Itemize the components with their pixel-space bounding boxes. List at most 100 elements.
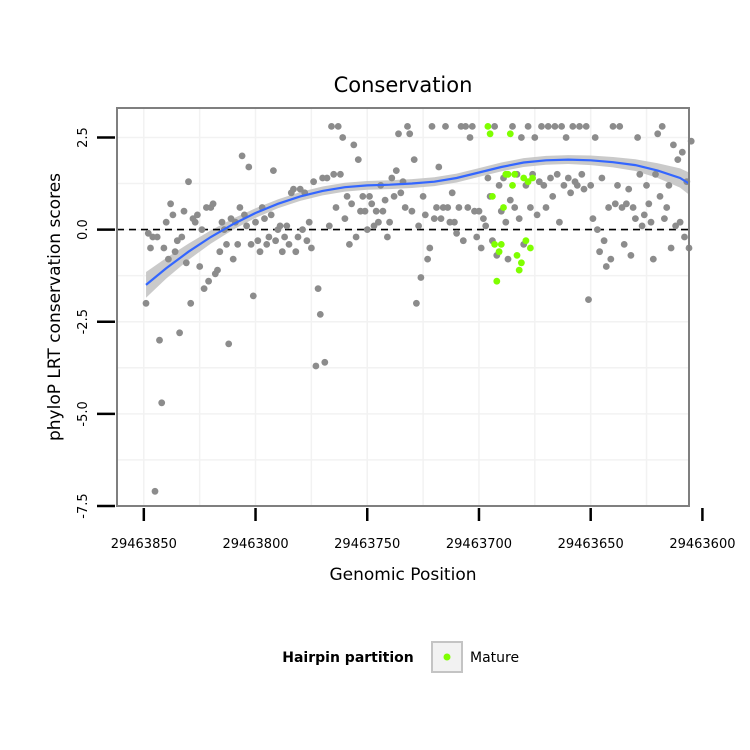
other-point bbox=[142, 299, 150, 307]
other-point bbox=[249, 292, 257, 300]
other-point bbox=[276, 222, 284, 230]
other-point bbox=[661, 215, 668, 223]
other-point bbox=[616, 123, 624, 130]
other-point bbox=[397, 189, 405, 197]
other-point bbox=[325, 222, 333, 230]
chart-title: Conservation bbox=[334, 73, 473, 97]
other-point bbox=[658, 123, 666, 130]
other-point bbox=[285, 241, 293, 248]
x-tick-label: 29463850 bbox=[111, 537, 177, 552]
other-point bbox=[556, 218, 563, 226]
x-tick-label: 29463750 bbox=[334, 537, 400, 552]
other-point bbox=[196, 263, 204, 270]
legend-label-mature: Mature bbox=[470, 650, 519, 666]
other-point bbox=[442, 123, 449, 130]
other-point bbox=[638, 222, 646, 230]
y-tick-label: 0.0 bbox=[76, 219, 91, 240]
other-point bbox=[321, 358, 329, 366]
other-point bbox=[663, 204, 671, 211]
other-point bbox=[169, 211, 177, 219]
other-point bbox=[632, 215, 639, 223]
other-point bbox=[384, 233, 391, 241]
other-point bbox=[191, 218, 199, 226]
other-point bbox=[234, 241, 242, 248]
other-point bbox=[672, 222, 679, 230]
x-axis: 29463850 29463800 29463750 29463700 29463650… bbox=[111, 508, 735, 552]
other-point bbox=[562, 134, 570, 141]
other-point bbox=[395, 130, 402, 138]
other-point bbox=[263, 241, 271, 248]
mature-point bbox=[518, 259, 525, 267]
other-point bbox=[437, 215, 445, 223]
other-point bbox=[267, 211, 275, 219]
other-point bbox=[553, 170, 561, 178]
other-point bbox=[652, 170, 659, 178]
other-point bbox=[455, 204, 463, 211]
other-point bbox=[372, 207, 380, 215]
other-point bbox=[448, 189, 456, 197]
other-point bbox=[533, 211, 541, 219]
other-point bbox=[328, 123, 335, 130]
other-point bbox=[676, 218, 684, 226]
other-point bbox=[283, 222, 291, 230]
other-point bbox=[153, 233, 161, 241]
other-point bbox=[623, 200, 630, 208]
other-point bbox=[602, 263, 610, 270]
other-point bbox=[348, 200, 355, 208]
other-point bbox=[160, 244, 168, 252]
mature-point bbox=[515, 266, 523, 274]
other-point bbox=[421, 211, 429, 219]
other-point bbox=[238, 152, 246, 160]
other-point bbox=[640, 211, 648, 219]
other-point bbox=[605, 204, 612, 211]
other-point bbox=[433, 204, 440, 211]
mature-point bbox=[497, 241, 505, 248]
y-tick-label: -2.5 bbox=[76, 309, 91, 334]
other-point bbox=[151, 487, 159, 495]
other-point bbox=[299, 226, 306, 234]
x-tick-label: 29463800 bbox=[222, 537, 288, 552]
other-point bbox=[564, 174, 572, 182]
other-point bbox=[649, 255, 657, 263]
other-point bbox=[314, 285, 322, 292]
other-point bbox=[482, 222, 490, 230]
other-point bbox=[147, 244, 154, 252]
other-point bbox=[419, 193, 427, 200]
x-tick-label: 29463650 bbox=[558, 537, 624, 552]
other-point bbox=[194, 211, 201, 219]
other-point bbox=[173, 237, 181, 245]
other-point bbox=[408, 207, 416, 215]
other-point bbox=[511, 204, 519, 211]
other-point bbox=[535, 178, 543, 186]
other-point bbox=[518, 134, 525, 141]
other-point bbox=[430, 215, 438, 223]
mature-point bbox=[484, 123, 492, 130]
other-point bbox=[670, 141, 677, 149]
mature-point bbox=[493, 277, 501, 285]
other-point bbox=[323, 174, 331, 182]
other-point bbox=[308, 244, 315, 252]
other-point bbox=[477, 244, 485, 252]
other-point bbox=[504, 255, 512, 263]
x-tick-label: 29463700 bbox=[446, 537, 512, 552]
other-point bbox=[462, 123, 469, 130]
other-point bbox=[614, 182, 621, 189]
other-point bbox=[444, 204, 452, 211]
other-point bbox=[261, 215, 268, 223]
other-point bbox=[576, 123, 583, 130]
mature-point bbox=[489, 193, 496, 200]
other-point bbox=[558, 123, 565, 130]
other-point bbox=[294, 233, 302, 241]
other-point bbox=[180, 207, 188, 215]
other-point bbox=[339, 134, 347, 141]
other-point bbox=[625, 185, 633, 193]
other-point bbox=[303, 237, 311, 245]
other-point bbox=[665, 182, 673, 189]
other-point bbox=[337, 170, 344, 178]
mature-point bbox=[491, 241, 498, 248]
other-point bbox=[310, 178, 317, 186]
other-point bbox=[182, 259, 190, 267]
other-point bbox=[506, 196, 514, 204]
legend: Hairpin partition Mature bbox=[282, 641, 519, 673]
